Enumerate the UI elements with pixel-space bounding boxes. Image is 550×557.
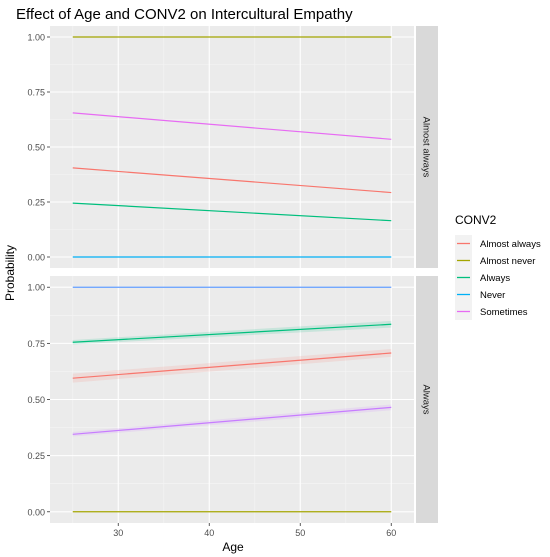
facet-strip (416, 26, 438, 268)
x-tick-label: 40 (204, 528, 214, 538)
series-line (72, 352, 392, 379)
legend-label: Almost never (480, 256, 535, 267)
y-tick-label: 0.25 (27, 451, 45, 461)
series-line (72, 167, 392, 194)
y-tick-label: 1.00 (27, 33, 45, 43)
legend-label: Sometimes (480, 307, 528, 318)
series-line (72, 112, 392, 140)
y-tick-label: 0.00 (27, 253, 45, 263)
x-axis-label: Age (222, 540, 244, 554)
y-tick-label: 0.50 (27, 395, 45, 405)
series-line (72, 406, 392, 435)
facet-strip (416, 276, 438, 523)
legend-title: CONV2 (455, 213, 497, 227)
legend-label: Always (480, 273, 510, 284)
y-tick-label: 1.00 (27, 283, 45, 293)
y-tick-label: 0.75 (27, 339, 45, 349)
y-tick-label: 0.25 (27, 198, 45, 208)
facet-strip-label: Always (421, 384, 432, 414)
x-tick-label: 30 (113, 528, 123, 538)
x-tick-label: 60 (386, 528, 396, 538)
series-line (72, 202, 392, 222)
y-tick-label: 0.50 (27, 143, 45, 153)
legend-label: Almost always (480, 239, 541, 250)
x-tick-label: 50 (295, 528, 305, 538)
y-axis-label: Probability (3, 245, 17, 301)
series-line (72, 323, 392, 343)
legend: CONV2 Almost always Almost never Always Neve… (455, 213, 541, 320)
facet-strip-label: Almost always (421, 117, 432, 178)
chart-title: Effect of Age and CONV2 on Intercultural… (16, 6, 353, 23)
y-tick-label: 0.75 (27, 88, 45, 98)
legend-label: Never (480, 290, 505, 301)
y-tick-label: 0.00 (27, 507, 45, 517)
